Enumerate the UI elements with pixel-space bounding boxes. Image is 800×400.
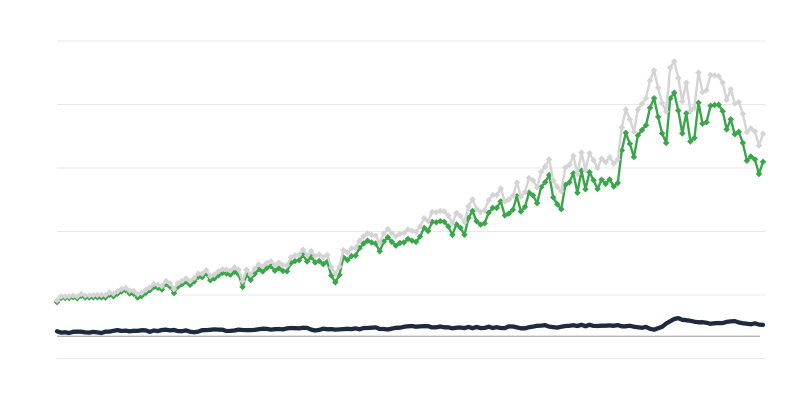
gray-volatile-series-line <box>55 60 765 302</box>
chart-series <box>53 58 767 337</box>
green-volatile-series <box>53 89 767 306</box>
gray-volatile-series <box>53 58 767 304</box>
navy-flat-series <box>54 315 766 336</box>
green-volatile-series-line <box>55 91 765 304</box>
navy-flat-series-markers <box>55 316 765 335</box>
